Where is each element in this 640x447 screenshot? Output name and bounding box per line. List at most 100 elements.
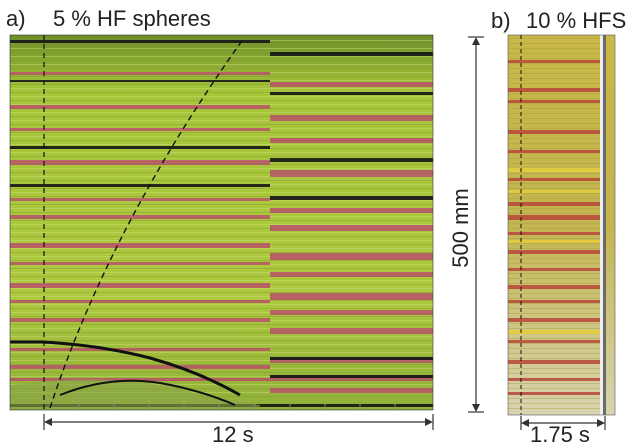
striation-line [508, 308, 600, 309]
striation-line [10, 208, 433, 209]
striation-line [508, 63, 600, 64]
striation-line [508, 358, 600, 359]
striation-line [508, 228, 600, 229]
red-band [508, 285, 600, 289]
red-band [508, 250, 600, 254]
red-band [508, 130, 600, 134]
panel-a-image [10, 35, 433, 410]
red-band [508, 88, 600, 92]
striation-line [508, 338, 600, 339]
panel-a-title: 5 % HF spheres [53, 6, 211, 31]
striation-line [10, 272, 433, 273]
striation-line [508, 343, 600, 344]
striation-line [508, 153, 600, 154]
striation-line [10, 224, 433, 225]
striation-line [10, 248, 433, 249]
striation-line [10, 344, 433, 345]
striation-line [508, 43, 600, 44]
striation-line [10, 228, 433, 229]
striation-line [10, 68, 433, 69]
striation-line [10, 104, 433, 105]
striation-line [508, 403, 600, 404]
striation-line [10, 152, 433, 153]
striation-line [508, 238, 600, 239]
front-dark-curve [10, 340, 241, 397]
striation-line [10, 288, 433, 289]
red-band [508, 215, 600, 220]
striation-line [508, 73, 600, 74]
dark-band [10, 40, 270, 43]
pink-band [270, 358, 433, 363]
pink-band [270, 310, 433, 315]
striation-line [10, 88, 433, 89]
striation-line [10, 336, 433, 337]
pink-band [10, 128, 270, 131]
striation-line [10, 304, 433, 305]
striation-line [10, 76, 433, 77]
striation-line [508, 123, 600, 124]
striation-line [508, 248, 600, 249]
striation-line [10, 168, 433, 169]
pink-band [10, 243, 270, 248]
pink-band [10, 378, 270, 381]
pink-band [10, 198, 270, 201]
striation-line [10, 340, 433, 341]
striation-line [10, 204, 433, 205]
striation-line [508, 398, 600, 399]
red-band [508, 100, 600, 103]
striation-line [10, 296, 433, 297]
pink-band [270, 225, 433, 231]
panel-a-time-ticks [78, 404, 396, 410]
dark-band [270, 357, 433, 360]
red-band [508, 150, 600, 153]
striation-line [10, 292, 433, 293]
striation-line [10, 360, 433, 361]
striation-line [10, 316, 433, 317]
striation-line [508, 303, 600, 304]
striation-line [10, 308, 433, 309]
red-band [508, 300, 600, 303]
striation-line [508, 103, 600, 104]
striation-line [10, 396, 433, 397]
striation-line [508, 278, 600, 279]
panel-b-time-scale-arrow [520, 416, 606, 430]
striation-line [10, 220, 433, 221]
propagation-front-dashed-curve [49, 37, 245, 409]
striation-line [10, 388, 433, 389]
striation-line [508, 173, 600, 174]
height-scale-arrow [468, 36, 484, 413]
panel-a-bands [10, 40, 433, 407]
striation-line [10, 240, 433, 241]
striation-line [10, 256, 433, 257]
striation-line [10, 120, 433, 121]
striation-line [508, 408, 600, 409]
pink-band [10, 283, 270, 288]
pink-band [270, 388, 433, 393]
pink-band [10, 365, 270, 369]
striation-line [10, 232, 433, 233]
yellow-band [508, 240, 600, 243]
striation-line [10, 212, 433, 213]
striation-line [508, 68, 600, 69]
striation-line [10, 144, 433, 145]
red-band [508, 60, 600, 63]
striation-line [10, 356, 433, 357]
striation-line [508, 353, 600, 354]
striation-line [10, 112, 433, 113]
striation-line [508, 208, 600, 209]
striation-line [508, 273, 600, 274]
striation-line [508, 108, 600, 109]
striation-line [508, 368, 600, 369]
striation-line [10, 44, 433, 45]
pink-band [10, 318, 270, 322]
striation-line [10, 64, 433, 65]
striation-line [508, 348, 600, 349]
dark-band [10, 184, 270, 187]
striation-line [10, 60, 433, 61]
striation-line [10, 84, 433, 85]
dark-band [270, 196, 433, 200]
red-band [508, 268, 600, 271]
red-band [508, 318, 600, 322]
red-band [508, 360, 600, 364]
striation-line [508, 388, 600, 389]
